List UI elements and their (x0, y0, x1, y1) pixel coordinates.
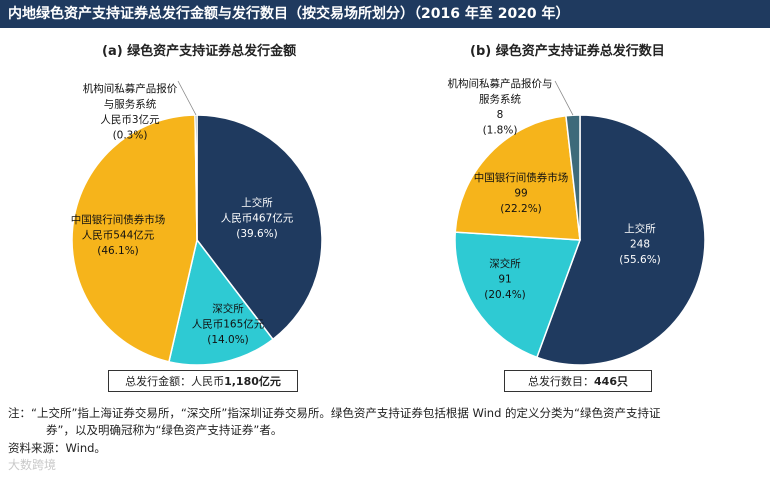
chart-a-label-nex-name: 与服务系统 (104, 98, 157, 111)
chart-b-label-shenzhen-percent: (20.4%) (484, 289, 526, 301)
chart-b-slice-interbank (454, 114, 581, 241)
chart-b-total-value: 446只 (594, 375, 628, 388)
note-line-2: 券”，以及明确冠称为“绿色资产支持证券”者。 (46, 423, 283, 437)
watermark: 大数跨境 (8, 458, 57, 472)
chart-a-slice-shenzhen (168, 238, 274, 366)
chart-a-title: (a) 绿色资产支持证券总发行金额 (102, 44, 297, 59)
chart-b-label-interbank-name: 中国银行间债券市场 (474, 171, 569, 184)
chart-a-slice-shanghai (196, 114, 323, 341)
chart-b-label-nex-percent: (1.8%) (483, 125, 518, 137)
chart-a-label-shenzhen-percent: (14.0%) (207, 334, 249, 346)
chart-a-label-nex: 机构间私募产品报价与服务系统人民币3亿元 (0.3%) (83, 82, 178, 142)
chart-a-label-shenzhen: 深交所人民币165亿元 (14.0%) (192, 302, 265, 346)
chart-b-label-shenzhen-name: 深交所 (489, 257, 521, 270)
chart-a-slice-interbank (71, 114, 198, 363)
chart-a-label-shanghai-value: 人民币467亿元 (221, 212, 294, 225)
chart-b-label-shanghai-percent: (55.6%) (619, 254, 661, 266)
chart-b-label-nex-value: 8 (497, 109, 504, 121)
note-line-1: 注：“上交所”指上海证券交易所，“深交所”指深圳证券交易所。绿色资产支持证券包括… (8, 406, 661, 420)
chart-a-total-value: 1,180亿元 (224, 375, 281, 388)
chart-b-label-interbank-value: 99 (514, 188, 527, 200)
chart-a-label-nex-value: 人民币3亿元 (100, 113, 160, 126)
chart-a-label-shanghai-name: 上交所 (241, 196, 273, 209)
chart-b-label-shenzhen-value: 91 (498, 274, 511, 286)
chart-b-slice-shenzhen (454, 231, 582, 359)
chart-b-title: (b) 绿色资产支持证券总发行数目 (470, 44, 665, 59)
chart-b-total: 总发行数目：446只 (504, 370, 652, 392)
pie-chart-amount: 上交所人民币467亿元 (39.6%) 深交所人民币165亿元 (14.0%) 中国银行… (71, 80, 323, 366)
chart-a-label-interbank-value: 人民币544亿元 (82, 229, 155, 242)
chart-a-label-interbank-name: 中国银行间债券市场 (71, 213, 166, 226)
chart-a-label-nex-name: 机构间私募产品报价 (83, 82, 178, 95)
chart-b-label-shanghai-value: 248 (630, 239, 650, 251)
chart-b-leader-line (554, 80, 574, 116)
chart-b-label-nex-name: 服务系统 (479, 93, 521, 106)
chart-a-label-shanghai: 上交所人民币467亿元 (39.6%) (221, 196, 294, 240)
chart-a-label-interbank: 中国银行间债券市场人民币544亿元 (46.1%) (71, 213, 166, 257)
chart-b-slice-shanghai (535, 114, 706, 366)
chart-a-total: 总发行金额：人民币1,180亿元 (108, 370, 298, 392)
chart-b-label-interbank-percent: (22.2%) (500, 203, 542, 215)
chart-a-label-shenzhen-name: 深交所 (212, 302, 244, 315)
chart-a-slice-nex (194, 114, 198, 241)
chart-a-label-interbank-percent: (46.1%) (97, 245, 139, 257)
chart-a-leader-line (177, 80, 197, 116)
page-title: 内地绿色资产支持证券总发行金额与发行数目（按交易场所划分）（2016 年至 20… (0, 0, 770, 28)
pie-chart-count: 上交所 248 (55.6%) 深交所 91 (20.4%) 中国银行间债券市场 99 (22.… (448, 77, 706, 366)
chart-b-label-shenzhen: 深交所 91 (20.4%) (484, 257, 526, 301)
chart-b-label-shanghai: 上交所 248 (55.6%) (619, 222, 661, 266)
chart-a-total-label: 总发行金额：人民币 (125, 375, 225, 388)
chart-b-label-shanghai-name: 上交所 (624, 222, 656, 235)
chart-b-label-nex: 机构间私募产品报价与服务系统 8 (1.8%) (448, 77, 553, 137)
chart-a-label-nex-percent: (0.3%) (113, 130, 148, 142)
chart-a-label-shenzhen-value: 人民币165亿元 (192, 318, 265, 331)
chart-b-label-interbank: 中国银行间债券市场 99 (22.2%) (474, 171, 569, 215)
chart-a-label-shanghai-percent: (39.6%) (236, 228, 278, 240)
source-note: 资料来源：Wind。 (8, 441, 106, 455)
chart-b-label-nex-name: 机构间私募产品报价与 (448, 77, 553, 90)
chart-b-total-label: 总发行数目： (528, 375, 595, 388)
